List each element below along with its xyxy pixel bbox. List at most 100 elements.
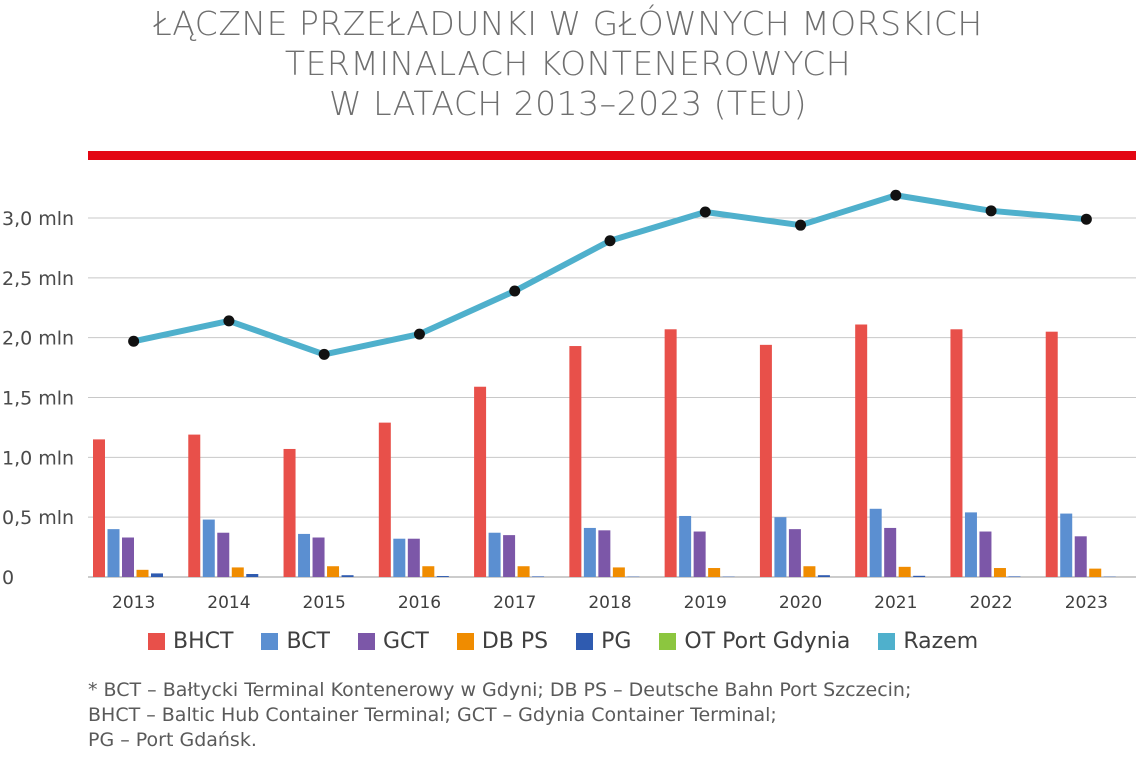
bar-db-ps-2013	[136, 569, 149, 577]
x-tick-label: 2015	[303, 593, 346, 613]
bar-gct-2015	[312, 537, 325, 577]
bar-gct-2023	[1074, 536, 1087, 577]
legend-swatch	[659, 632, 677, 650]
y-tick-label: 2,5 mln	[2, 268, 74, 290]
bar-db-ps-2020	[803, 566, 816, 577]
legend-label: GCT	[382, 628, 429, 654]
legend-label: DB PS	[481, 628, 549, 654]
bar-pg-2016	[436, 576, 449, 577]
line-point-razem	[795, 219, 807, 231]
bar-db-ps-2022	[993, 568, 1006, 577]
legend-label: Razem	[903, 628, 979, 654]
x-tick-label: 2023	[1065, 593, 1108, 613]
footnote-line-2: BHCT – Baltic Hub Container Terminal; GC…	[88, 704, 777, 726]
bar-pg-2021	[913, 575, 926, 577]
bar-bct-2020	[774, 517, 787, 577]
bar-bct-2015	[298, 533, 311, 577]
bar-bct-2023	[1060, 513, 1073, 577]
line-point-razem	[699, 206, 711, 218]
line-point-razem	[223, 315, 235, 327]
bar-pg-2017	[532, 576, 545, 577]
line-razem	[130, 192, 1090, 358]
line-point-razem	[128, 335, 140, 347]
footnote: * BCT – Bałtycki Terminal Kontenerowy w …	[88, 678, 911, 753]
bar-gct-2022	[979, 531, 992, 577]
legend: BHCT BCT GCT DB PS PG OT Port Gdynia Razem	[148, 624, 1006, 658]
bar-bct-2018	[583, 527, 596, 577]
legend-swatch	[576, 632, 594, 650]
bar-db-ps-2017	[517, 566, 530, 577]
legend-label: BHCT	[173, 628, 234, 654]
footnote-line-1: * BCT – Bałtycki Terminal Kontenerowy w …	[88, 679, 912, 701]
bar-gct-2016	[407, 538, 420, 577]
bar-gct-2020	[788, 529, 801, 577]
legend-swatch	[261, 632, 279, 650]
bar-bhct-2013	[93, 439, 105, 577]
x-tick-label: 2021	[874, 593, 917, 613]
line-point-razem	[413, 328, 425, 340]
legend-label: OT Port Gdynia	[684, 628, 851, 654]
bar-bhct-2021	[855, 324, 868, 577]
chart-title-line-3: W LATACH 2013–2023 (TEU)	[328, 84, 808, 123]
y-tick-label: 0	[2, 567, 14, 589]
bar-gct-2018	[598, 530, 611, 577]
legend-label: BCT	[286, 628, 330, 654]
line-point-razem	[604, 235, 616, 247]
bar-bct-2017	[488, 532, 501, 577]
line-point-razem	[890, 189, 902, 201]
bar-bhct-2019	[664, 329, 677, 577]
bar-bct-2022	[964, 512, 977, 577]
bar-bct-2021	[869, 508, 882, 577]
legend-swatch	[878, 632, 896, 650]
bar-pg-2013	[151, 573, 163, 577]
legend-swatch	[148, 632, 165, 650]
footnote-line-3: PG – Port Gdańsk.	[88, 729, 257, 751]
bar-bct-2014	[202, 519, 215, 577]
legend-swatch	[456, 632, 474, 650]
bar-db-ps-2018	[612, 567, 625, 577]
bar-pg-2022	[1008, 576, 1021, 577]
bar-db-ps-2019	[708, 568, 721, 577]
x-tick-label: 2019	[684, 593, 727, 613]
x-tick-label: 2017	[493, 593, 536, 613]
bar-db-ps-2021	[898, 566, 911, 577]
accent-bar	[88, 151, 1136, 160]
grid-lines	[88, 217, 1136, 578]
y-tick-label: 1,0 mln	[2, 447, 74, 469]
bar-bhct-2014	[188, 434, 201, 577]
bar-db-ps-2015	[327, 566, 340, 577]
legend-item-pg: PG	[576, 629, 631, 654]
y-tick-label: 3,0 mln	[2, 208, 74, 230]
bar-bct-2013	[107, 529, 120, 577]
bar-pg-2020	[817, 575, 830, 577]
x-axis-tick-labels: 2013 2014 2015 2016 2017 2018 2019 2020 2021 2022…	[112, 593, 1108, 613]
y-axis-tick-labels: 0 0,5 mln 1,0 mln 1,5 mln 2,0 mln 2,5 mln 3,0 …	[2, 208, 74, 589]
bar-db-ps-2014	[231, 567, 244, 577]
bar-gct-2013	[122, 537, 134, 577]
x-tick-label: 2013	[112, 593, 155, 613]
x-tick-label: 2016	[398, 593, 441, 613]
legend-label: PG	[601, 628, 632, 654]
bar-pg-2015	[341, 575, 354, 577]
bar-bhct-2017	[474, 386, 487, 577]
legend-item-gct: GCT	[357, 628, 429, 654]
chart-title-line-2: TERMINALACH KONTENEROWYCH	[284, 44, 852, 83]
y-tick-label: 0,5 mln	[2, 507, 74, 529]
chart-plot: 0 0,5 mln 1,0 mln 1,5 mln 2,0 mln 2,5 mln 3,0 …	[2, 189, 1136, 613]
legend-item-db-ps: DB PS	[456, 628, 549, 654]
legend-item-bct: BCT	[261, 629, 330, 654]
legend-item-ot-port-gdynia: OT Port Gdynia	[659, 629, 850, 654]
bar-bhct-2018	[569, 346, 582, 577]
chart-title-line-1: ŁĄCZNE PRZEŁADUNKI W GŁÓWNYCH MORSKICH	[153, 4, 983, 43]
bar-bhct-2023	[1045, 331, 1058, 577]
bar-gct-2019	[693, 531, 706, 577]
bar-series	[93, 324, 1116, 577]
bar-gct-2017	[503, 535, 516, 577]
bar-bhct-2022	[950, 329, 963, 577]
x-tick-label: 2020	[779, 593, 822, 613]
bar-pg-2014	[246, 574, 259, 577]
bar-bct-2016	[393, 538, 406, 577]
x-tick-label: 2022	[969, 593, 1012, 613]
bar-bhct-2016	[378, 422, 391, 577]
legend-item-bhct: BHCT	[148, 629, 233, 654]
